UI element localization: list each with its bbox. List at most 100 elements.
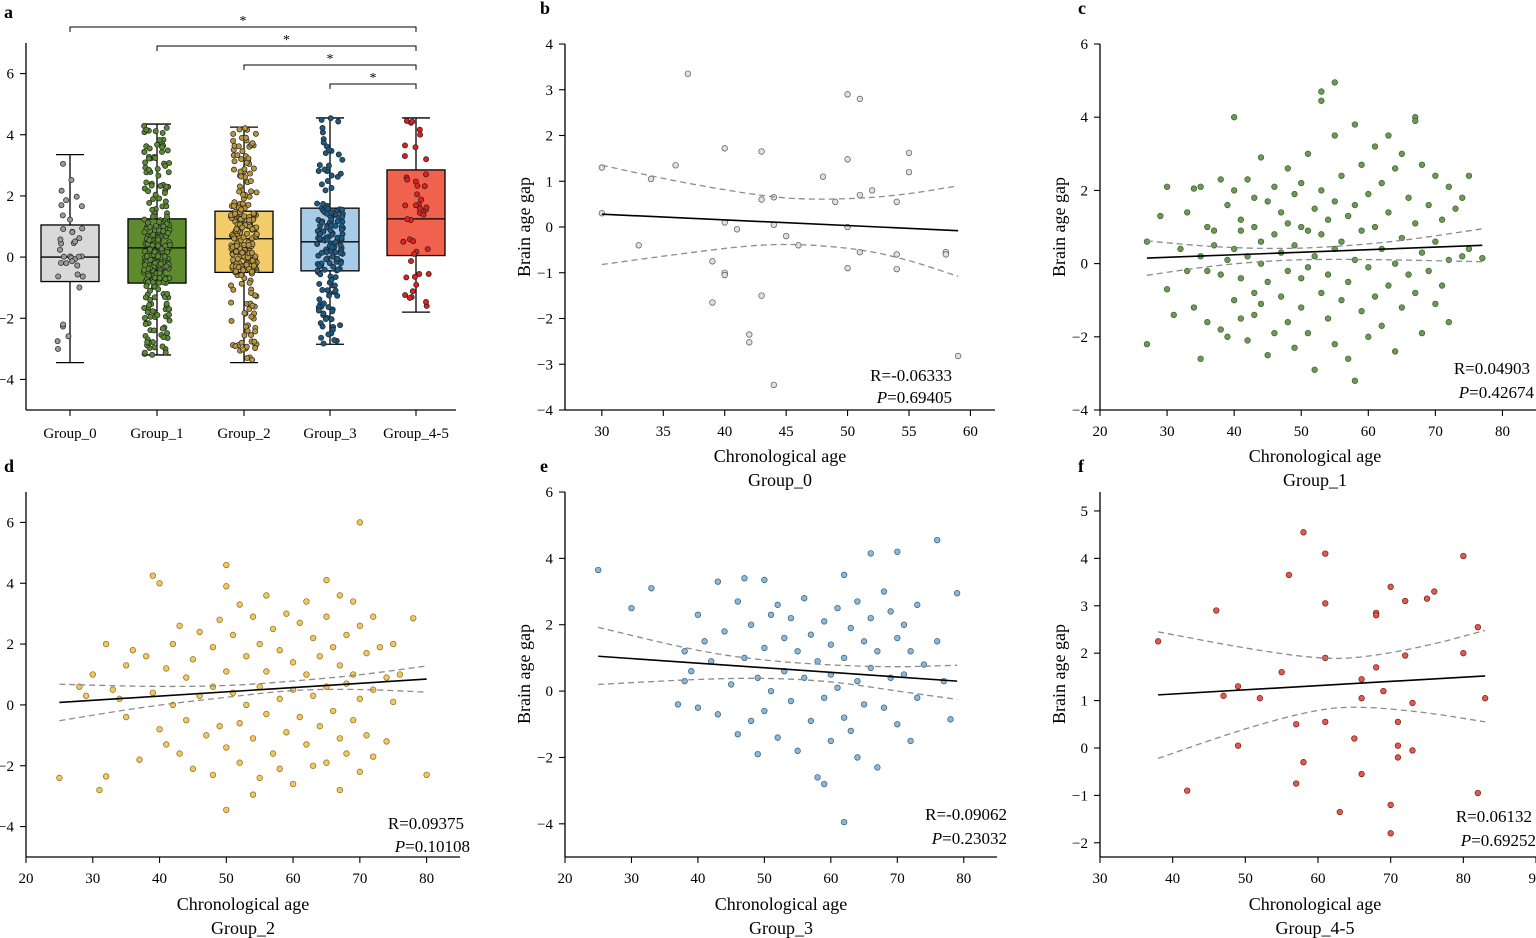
panel-e-point-25 bbox=[761, 707, 768, 715]
panel-b-letter: b bbox=[540, 0, 550, 18]
panel-d-point-43 bbox=[236, 601, 243, 608]
panel-b-ytick-label-8: 4 bbox=[546, 37, 554, 53]
panel-d-point-46 bbox=[243, 653, 250, 660]
panel-d-point-87 bbox=[343, 631, 350, 639]
panel-c-series bbox=[1143, 79, 1486, 384]
panel-a-point-1-261 bbox=[162, 242, 169, 249]
panel-c-point-55 bbox=[1284, 267, 1291, 275]
panel-d-point-7 bbox=[109, 686, 116, 693]
panel-f-point-33 bbox=[1402, 597, 1409, 605]
panel-e-xtick-label-0: 20 bbox=[558, 871, 573, 887]
panel-d-point-76 bbox=[316, 723, 323, 730]
panel-c-point-23 bbox=[1224, 256, 1231, 264]
panel-a-point-2-245 bbox=[236, 188, 243, 195]
panel-e-point-6 bbox=[688, 668, 695, 675]
panel-a-point-1-249 bbox=[156, 218, 163, 225]
panel-e-point-52 bbox=[840, 714, 848, 721]
panel-d-point-19 bbox=[163, 741, 170, 748]
panel-d-point-53 bbox=[256, 774, 263, 782]
panel-f-point-19 bbox=[1358, 676, 1365, 683]
panel-f-point-25 bbox=[1380, 687, 1387, 695]
panel-c-point-39 bbox=[1251, 311, 1258, 318]
panel-c-point-72 bbox=[1318, 97, 1325, 104]
panel-e-point-74 bbox=[900, 671, 908, 678]
panel-e-point-40 bbox=[814, 774, 821, 781]
panel-c-ytick-label-1: −2 bbox=[1072, 330, 1088, 346]
panel-d-point-52 bbox=[256, 683, 263, 690]
panel-a-point-4-40 bbox=[404, 216, 411, 223]
panel-a-point-1-68 bbox=[156, 195, 163, 202]
panel-e-point-53 bbox=[840, 819, 848, 826]
panel-a-point-2-213 bbox=[253, 231, 260, 238]
panel-a-point-3-131 bbox=[318, 334, 325, 341]
panel-a-point-1-176 bbox=[152, 155, 159, 161]
panel-f: f −2 −1 0 1 2 3 4 5 30 40 50 60 70 80 90 Brain age gap… bbox=[1049, 456, 1536, 938]
panel-c-point-36 bbox=[1251, 194, 1258, 201]
panel-c-point-135 bbox=[1459, 194, 1466, 201]
panel-a-point-1-219 bbox=[155, 253, 162, 260]
panel-c-point-110 bbox=[1391, 260, 1399, 267]
panel-a-box-Group_3 bbox=[300, 115, 360, 347]
panel-a-point-3-24 bbox=[320, 340, 327, 347]
panel-a-ytick-label-0: −4 bbox=[0, 372, 14, 388]
panel-f-ytick-label-7: 5 bbox=[1081, 504, 1089, 520]
panel-f-point-40 bbox=[1474, 623, 1482, 631]
panel-d-point-74 bbox=[309, 762, 317, 769]
panel-d-point-83 bbox=[336, 592, 343, 599]
panel-c-xtick-label-5: 70 bbox=[1428, 424, 1443, 440]
panel-f-ticks: −2 −1 0 1 2 3 4 5 30 40 50 60 70 80 90 bbox=[1072, 504, 1536, 887]
panel-c-point-31 bbox=[1237, 275, 1245, 282]
panel-d-fit-line bbox=[59, 678, 427, 704]
panel-e-point-68 bbox=[887, 608, 894, 615]
panel-a-point-3-168 bbox=[323, 210, 330, 217]
panel-a-point-1-148 bbox=[147, 313, 154, 320]
panel-d-point-89 bbox=[343, 750, 350, 757]
panel-a-point-2-224 bbox=[244, 355, 251, 362]
panel-d-point-64 bbox=[289, 659, 297, 666]
panel-a-point-3-3 bbox=[325, 162, 332, 169]
panel-c-point-136 bbox=[1459, 253, 1466, 260]
panel-a-point-3-123 bbox=[328, 185, 335, 191]
panel-c-point-2 bbox=[1157, 212, 1164, 220]
panel-d-point-30 bbox=[203, 732, 210, 739]
panel-c-ci-lower bbox=[1146, 258, 1483, 276]
panel-f-point-1 bbox=[1184, 787, 1191, 794]
panel-c-point-108 bbox=[1385, 282, 1392, 289]
panel-f-point-4 bbox=[1234, 683, 1242, 690]
panel-d-point-81 bbox=[329, 643, 337, 651]
panel-d-point-33 bbox=[209, 771, 217, 779]
panel-c-point-49 bbox=[1271, 329, 1278, 337]
panel-d-xtick-label-3: 50 bbox=[219, 871, 234, 887]
panel-e-point-26 bbox=[767, 611, 775, 618]
panel-f-point-39 bbox=[1460, 650, 1467, 657]
panel-c-point-21 bbox=[1217, 271, 1224, 278]
panel-f-point-31 bbox=[1394, 754, 1402, 761]
panel-b-fit-line bbox=[601, 213, 959, 232]
panel-a-point-2-223 bbox=[239, 346, 246, 353]
panel-e: e −4 −2 0 2 4 6 20 30 40 50 60 70 80 Brain age gap C… bbox=[514, 456, 1007, 938]
panel-a-point-0-22 bbox=[60, 253, 67, 260]
panel-a-point-4-2 bbox=[410, 238, 417, 245]
panel-a-point-3-55 bbox=[316, 296, 323, 303]
panel-b-point-5 bbox=[684, 70, 692, 77]
panel-a-point-2-163 bbox=[241, 310, 248, 317]
panel-e-point-23 bbox=[761, 576, 768, 584]
panel-d-point-92 bbox=[350, 716, 357, 724]
panel-f-point-38 bbox=[1460, 552, 1467, 560]
panel-e-xtick-label-6: 80 bbox=[956, 871, 971, 887]
panel-d-point-22 bbox=[176, 622, 183, 629]
panel-b-p-line: P=0.69405 bbox=[876, 388, 952, 407]
panel-c-point-88 bbox=[1345, 278, 1352, 286]
panel-a-point-1-201 bbox=[149, 206, 156, 213]
panel-e-point-2 bbox=[648, 585, 655, 592]
panel-a-point-1-253 bbox=[159, 144, 166, 151]
panel-d-point-82 bbox=[329, 707, 337, 715]
panel-a-point-2-239 bbox=[239, 249, 246, 256]
panel-a-point-1-167 bbox=[154, 312, 161, 319]
panel-e-point-24 bbox=[761, 644, 768, 652]
panel-a-point-3-114 bbox=[316, 280, 323, 287]
panel-d-point-31 bbox=[209, 643, 217, 651]
panel-a-point-3-121 bbox=[337, 260, 344, 267]
panel-f-point-23 bbox=[1372, 612, 1380, 619]
panel-c-point-47 bbox=[1271, 183, 1278, 190]
